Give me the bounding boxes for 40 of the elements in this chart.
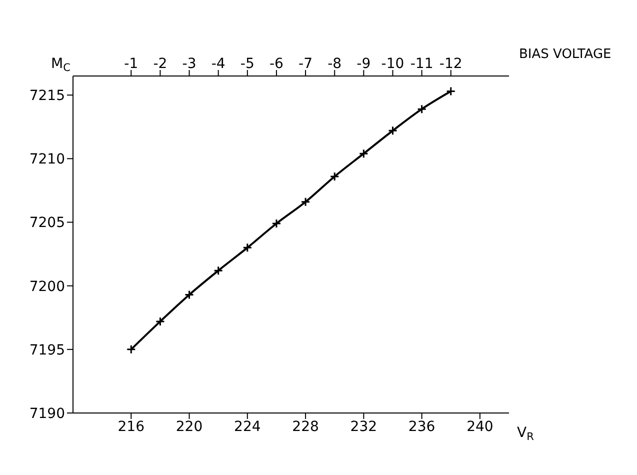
point xyxy=(126,344,136,354)
point xyxy=(446,86,456,96)
x2-tick-label: -11 xyxy=(410,56,434,72)
x2-axis-title: BIAS VOLTAGE xyxy=(519,47,612,62)
x2-tick-label: -3 xyxy=(182,56,196,72)
y-tick-label: 7205 xyxy=(29,215,65,232)
point xyxy=(155,316,165,326)
point xyxy=(184,290,194,300)
x-tick-label: 224 xyxy=(234,418,261,435)
point xyxy=(214,266,224,276)
x2-tick-label: -2 xyxy=(153,56,168,72)
point xyxy=(388,126,398,136)
y-tick-label: 7210 xyxy=(29,152,65,168)
y-tick-label: 7195 xyxy=(29,342,65,358)
point xyxy=(300,197,310,207)
x-tick-label: 220 xyxy=(176,418,203,435)
y-tick-label: 7200 xyxy=(29,278,65,295)
x-tick-label: 232 xyxy=(350,418,378,435)
x-tick-label: 228 xyxy=(292,418,319,435)
point xyxy=(417,104,427,114)
y-axis-title: M$_{C}$ xyxy=(51,56,70,74)
point xyxy=(272,218,282,228)
x2-tick-label: -8 xyxy=(328,56,342,72)
x-tick-label: 236 xyxy=(408,418,436,435)
x2-tick-label: -6 xyxy=(269,56,284,72)
point xyxy=(330,172,340,182)
x2-tick-label: -12 xyxy=(439,56,462,72)
point xyxy=(242,242,252,252)
y-tick-label: 7215 xyxy=(29,88,65,104)
x2-tick-label: -10 xyxy=(381,56,404,72)
x-tick-label: 216 xyxy=(118,418,145,435)
x-axis-title: V$_{R}$ xyxy=(517,425,534,444)
x2-tick-label: -4 xyxy=(211,56,226,72)
x2-tick-label: -9 xyxy=(356,56,371,72)
x2-tick-label: -5 xyxy=(240,56,254,72)
x-tick-label: 240 xyxy=(466,418,494,435)
x2-tick-label: -7 xyxy=(298,56,313,72)
point xyxy=(358,148,368,158)
x2-tick-label: -1 xyxy=(124,56,138,72)
y-tick-label: 7190 xyxy=(29,406,65,422)
